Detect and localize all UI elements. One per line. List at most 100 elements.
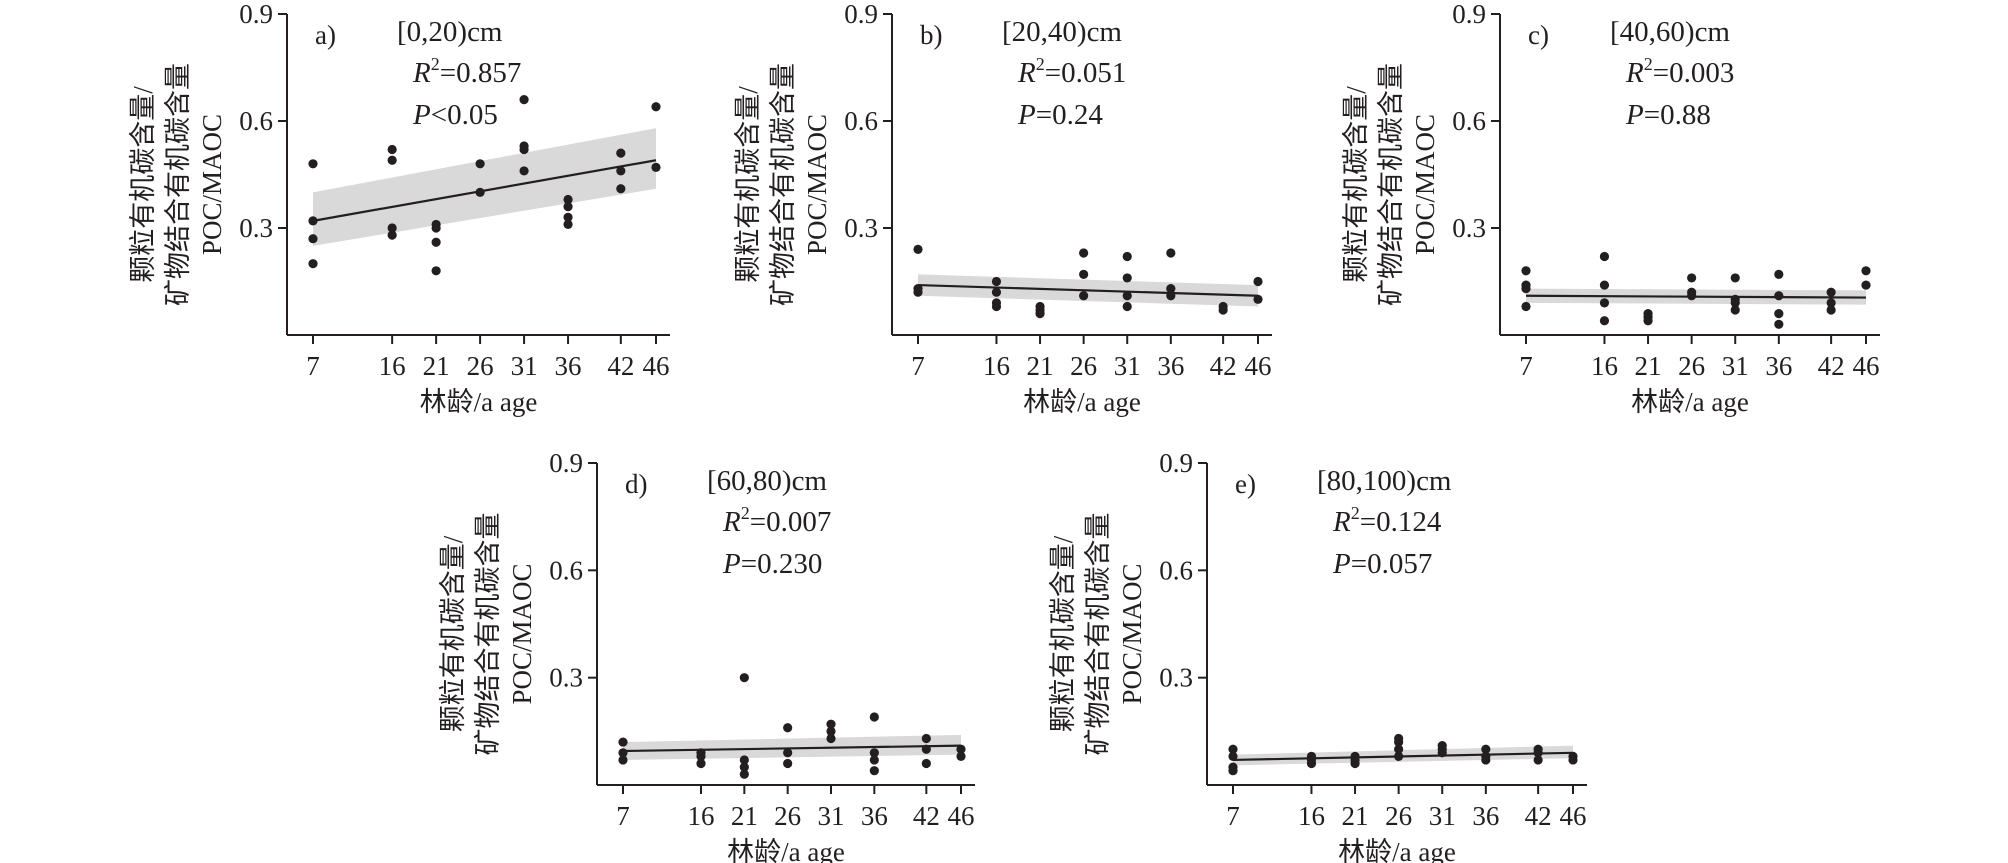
y-axis-title: 矿物结合有机碳含量 — [163, 63, 193, 306]
data-point — [431, 237, 441, 247]
x-tick-label: 26 — [1385, 801, 1412, 831]
x-tick-label: 21 — [1635, 351, 1662, 381]
data-point — [1599, 298, 1610, 308]
x-tick-label: 36 — [555, 351, 582, 381]
depth-title: [60,80)cm — [707, 465, 827, 497]
r-squared-value: =0.007 — [750, 506, 832, 538]
x-tick-label: 42 — [607, 351, 634, 381]
x-axis-title: 林龄/a age — [420, 387, 538, 417]
x-tick-label: 7 — [1226, 801, 1240, 831]
depth-title: [40,60)cm — [1610, 16, 1730, 48]
data-point — [1730, 298, 1740, 308]
data-point — [1218, 305, 1228, 315]
p-value: =0.057 — [1351, 548, 1433, 580]
data-point — [913, 244, 923, 254]
chart-panel-b: 0.3 0.6 0.9 7 16 21 26 31 36 42 46 林龄/a age 颗粒有机碳含量/… — [733, 0, 1272, 417]
data-point — [387, 155, 397, 165]
data-point — [616, 148, 626, 158]
y-axis-title: 矿物结合有机碳含量 — [1376, 63, 1406, 306]
data-point — [783, 748, 793, 758]
x-tick-label: 31 — [1114, 351, 1141, 381]
r-squared-label: R2=0.003 — [1625, 54, 1734, 89]
depth-title: [80,100)cm — [1317, 465, 1452, 497]
data-point — [696, 751, 706, 761]
x-tick-label: 36 — [1157, 351, 1184, 381]
y-axis-title: 颗粒有机碳含量/ — [1048, 535, 1078, 732]
x-tick-label: 31 — [818, 801, 845, 831]
data-point — [1122, 273, 1132, 283]
y-tick-label: 0.6 — [1452, 106, 1486, 136]
data-point — [563, 212, 573, 222]
data-point — [616, 184, 626, 194]
x-axis-title: 林龄/a age — [1023, 387, 1141, 417]
x-tick-label: 31 — [1722, 351, 1749, 381]
data-point — [1228, 744, 1238, 754]
data-point — [1228, 751, 1238, 761]
data-point — [1481, 744, 1491, 754]
x-tick-label: 31 — [1429, 801, 1456, 831]
y-axis-title: 矿物结合有机碳含量 — [473, 513, 503, 756]
p-symbol: P — [722, 548, 741, 580]
y-tick-label: 0.6 — [844, 106, 878, 136]
p-symbol: P — [1332, 548, 1351, 580]
data-point — [563, 194, 573, 205]
x-tick-label: 21 — [1027, 351, 1054, 381]
data-point — [739, 755, 749, 765]
regression-line — [622, 744, 962, 753]
data-point — [696, 758, 706, 769]
data-point — [618, 748, 628, 758]
p-value: =0.88 — [1644, 99, 1711, 131]
y-tick-label: 0.9 — [844, 0, 878, 29]
data-point — [308, 159, 318, 169]
data-point — [651, 102, 661, 112]
x-tick-label: 16 — [1591, 351, 1618, 381]
data-point — [1253, 276, 1263, 287]
data-point — [1122, 301, 1132, 312]
x-tick-label: 42 — [913, 801, 940, 831]
regression-line — [917, 283, 1259, 297]
x-tick-label: 7 — [911, 351, 925, 381]
data-point — [826, 733, 836, 744]
y-tick-label: 0.9 — [549, 448, 583, 478]
data-point — [519, 166, 529, 176]
r-symbol: R — [722, 506, 741, 538]
data-point — [1521, 266, 1531, 276]
panel-label: b) — [920, 20, 943, 50]
x-tick-label: 16 — [1298, 801, 1325, 831]
data-point — [991, 287, 1002, 297]
y-tick-label: 0.9 — [1452, 0, 1486, 29]
data-point — [1826, 298, 1836, 308]
data-point — [308, 216, 318, 226]
x-tick-label: 26 — [467, 351, 494, 381]
data-point — [1774, 269, 1784, 279]
data-point — [475, 187, 485, 197]
data-point — [1166, 284, 1176, 294]
r-exponent: 2 — [1351, 503, 1360, 523]
data-point — [1599, 251, 1610, 262]
r-symbol: R — [1625, 57, 1644, 89]
data-point — [1826, 287, 1836, 297]
y-axis-title: 矿物结合有机碳含量 — [768, 63, 798, 306]
data-point — [1394, 737, 1404, 747]
data-point — [956, 744, 966, 754]
data-point — [921, 758, 931, 769]
data-point — [1437, 748, 1447, 758]
data-point — [1035, 309, 1045, 319]
x-tick-label: 46 — [1245, 351, 1272, 381]
x-axis-title: 林龄/a age — [1338, 837, 1456, 863]
data-point — [1861, 266, 1871, 276]
x-tick-label: 26 — [1070, 351, 1097, 381]
data-point — [1350, 758, 1360, 769]
r-exponent: 2 — [1644, 54, 1653, 74]
r-squared-label: R2=0.051 — [1017, 54, 1126, 89]
x-tick-label: 26 — [774, 801, 801, 831]
y-tick-label: 0.6 — [549, 555, 583, 585]
panel-label: a) — [315, 20, 336, 50]
x-tick-label: 21 — [731, 801, 758, 831]
y-tick-label: 0.6 — [239, 106, 273, 136]
data-point — [563, 202, 573, 212]
r-squared-value: =0.051 — [1045, 57, 1127, 89]
data-point — [616, 166, 626, 176]
y-axis-title: POC/MAOC — [802, 114, 832, 255]
y-axis-title: 颗粒有机碳含量/ — [128, 86, 158, 283]
